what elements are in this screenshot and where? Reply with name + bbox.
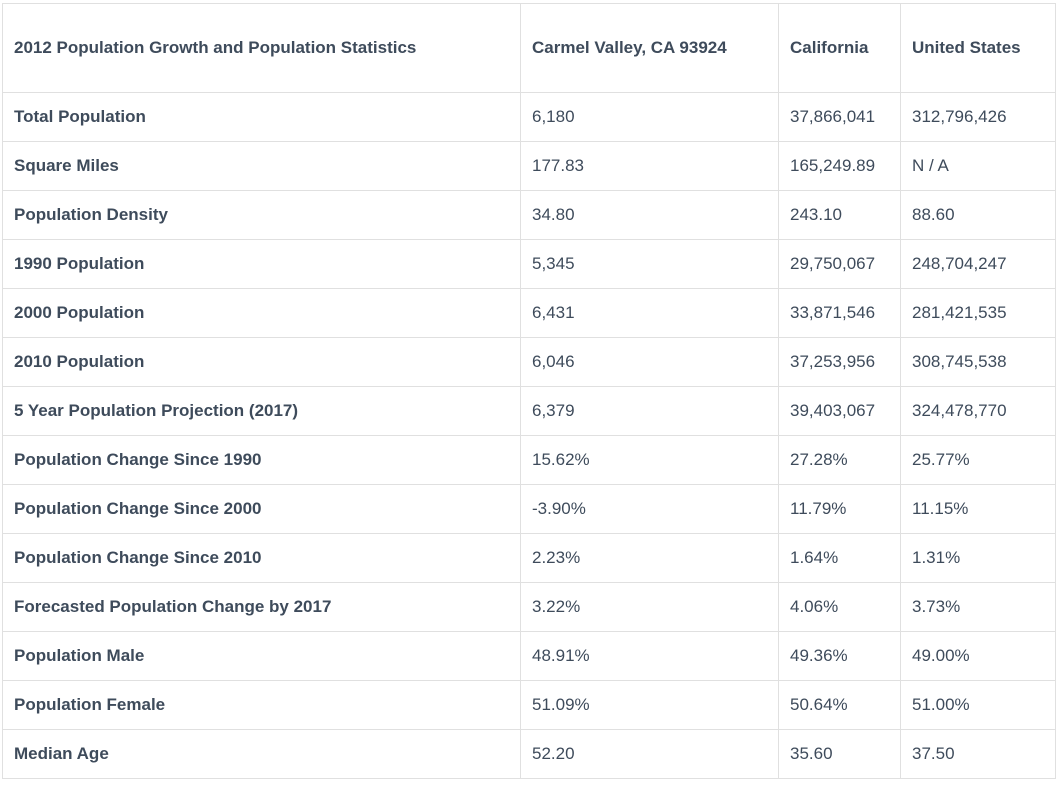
row-label: 1990 Population [2, 239, 521, 289]
cell-value: 88.60 [900, 190, 1056, 240]
table-row-population-female: Population Female 51.09% 50.64% 51.00% [2, 680, 1056, 730]
header-united-states: United States [900, 3, 1056, 93]
table-row-2010-population: 2010 Population 6,046 37,253,956 308,745… [2, 337, 1056, 387]
row-label: 2000 Population [2, 288, 521, 338]
row-label: Population Change Since 2000 [2, 484, 521, 534]
cell-value: 15.62% [520, 435, 779, 485]
cell-value: 177.83 [520, 141, 779, 191]
population-statistics-table: 2012 Population Growth and Population St… [2, 3, 1056, 779]
cell-value: 11.79% [778, 484, 901, 534]
row-label: Forecasted Population Change by 2017 [2, 582, 521, 632]
cell-value: 52.20 [520, 729, 779, 779]
cell-value: 49.00% [900, 631, 1056, 681]
row-label: Population Change Since 2010 [2, 533, 521, 583]
cell-value: 39,403,067 [778, 386, 901, 436]
cell-value: 27.28% [778, 435, 901, 485]
cell-value: 37,253,956 [778, 337, 901, 387]
table-row-population-density: Population Density 34.80 243.10 88.60 [2, 190, 1056, 240]
row-label: Population Change Since 1990 [2, 435, 521, 485]
table-row-change-since-1990: Population Change Since 1990 15.62% 27.2… [2, 435, 1056, 485]
header-carmel-valley: Carmel Valley, CA 93924 [520, 3, 779, 93]
table-row-1990-population: 1990 Population 5,345 29,750,067 248,704… [2, 239, 1056, 289]
cell-value: 3.22% [520, 582, 779, 632]
cell-value: 5,345 [520, 239, 779, 289]
table-row-change-since-2000: Population Change Since 2000 -3.90% 11.7… [2, 484, 1056, 534]
table-row-forecasted-change-2017: Forecasted Population Change by 2017 3.2… [2, 582, 1056, 632]
table-row-square-miles: Square Miles 177.83 165,249.89 N / A [2, 141, 1056, 191]
row-label: Population Male [2, 631, 521, 681]
table-row-5-year-projection: 5 Year Population Projection (2017) 6,37… [2, 386, 1056, 436]
cell-value: 308,745,538 [900, 337, 1056, 387]
cell-value: 48.91% [520, 631, 779, 681]
cell-value: 3.73% [900, 582, 1056, 632]
cell-value: 49.36% [778, 631, 901, 681]
cell-value: 51.09% [520, 680, 779, 730]
cell-value: 35.60 [778, 729, 901, 779]
row-label: Population Female [2, 680, 521, 730]
table-row-median-age: Median Age 52.20 35.60 37.50 [2, 729, 1056, 779]
cell-value: 33,871,546 [778, 288, 901, 338]
header-title: 2012 Population Growth and Population St… [2, 3, 521, 93]
cell-value: 37.50 [900, 729, 1056, 779]
cell-value: 281,421,535 [900, 288, 1056, 338]
row-label: 2010 Population [2, 337, 521, 387]
cell-value: 6,379 [520, 386, 779, 436]
cell-value: 6,431 [520, 288, 779, 338]
cell-value: 243.10 [778, 190, 901, 240]
cell-value: 25.77% [900, 435, 1056, 485]
cell-value: 11.15% [900, 484, 1056, 534]
row-label: Square Miles [2, 141, 521, 191]
cell-value: 6,046 [520, 337, 779, 387]
cell-value: 1.31% [900, 533, 1056, 583]
header-california: California [778, 3, 901, 93]
cell-value: 2.23% [520, 533, 779, 583]
row-label: Median Age [2, 729, 521, 779]
cell-value: 29,750,067 [778, 239, 901, 289]
cell-value: 50.64% [778, 680, 901, 730]
row-label: 5 Year Population Projection (2017) [2, 386, 521, 436]
cell-value: 312,796,426 [900, 92, 1056, 142]
cell-value: 248,704,247 [900, 239, 1056, 289]
cell-value: N / A [900, 141, 1056, 191]
cell-value: 34.80 [520, 190, 779, 240]
cell-value: 1.64% [778, 533, 901, 583]
row-label: Population Density [2, 190, 521, 240]
row-label: Total Population [2, 92, 521, 142]
cell-value: 6,180 [520, 92, 779, 142]
cell-value: 4.06% [778, 582, 901, 632]
table-row-total-population: Total Population 6,180 37,866,041 312,79… [2, 92, 1056, 142]
table-row-2000-population: 2000 Population 6,431 33,871,546 281,421… [2, 288, 1056, 338]
cell-value: 51.00% [900, 680, 1056, 730]
table-row-change-since-2010: Population Change Since 2010 2.23% 1.64%… [2, 533, 1056, 583]
cell-value: 165,249.89 [778, 141, 901, 191]
cell-value: 37,866,041 [778, 92, 901, 142]
cell-value: -3.90% [520, 484, 779, 534]
table-row-population-male: Population Male 48.91% 49.36% 49.00% [2, 631, 1056, 681]
cell-value: 324,478,770 [900, 386, 1056, 436]
header-row: 2012 Population Growth and Population St… [2, 3, 1056, 93]
